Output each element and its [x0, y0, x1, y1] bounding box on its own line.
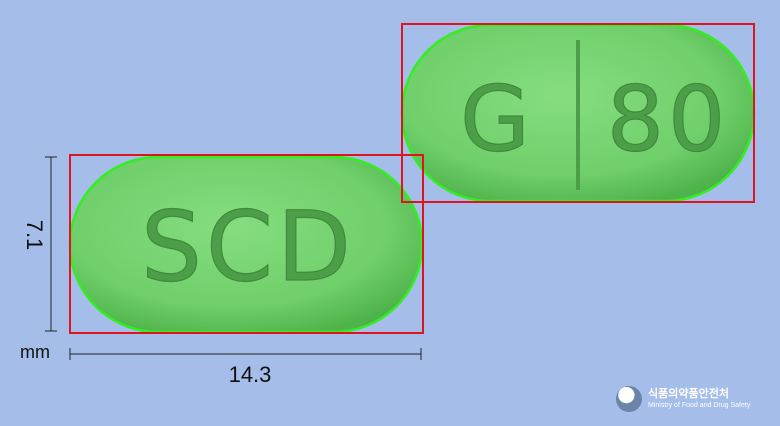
height-dimension-line [45, 156, 57, 332]
back-pill-imprint-left: G [460, 67, 534, 172]
width-dimension-line [69, 348, 422, 360]
width-dimension-label: 14.3 [228, 362, 272, 387]
logo-korean-text: 식품의약품안전처 [648, 388, 729, 400]
front-pill-bounding-box [69, 154, 424, 334]
back-pill-bounding-box [401, 23, 755, 203]
back-pill-imprint-right: 80 [607, 67, 730, 172]
unit-label: mm [20, 342, 50, 362]
logo-english-text: Ministry of Food and Drug Safety [648, 402, 751, 409]
mfds-emblem-icon [616, 386, 642, 412]
height-dimension-label: 7.1 [22, 219, 47, 251]
mfds-logo-text: 식품의약품안전처 Ministry of Food and Drug Safet… [648, 388, 750, 410]
front-pill-imprint: SCD [141, 191, 355, 303]
mfds-logo: 식품의약품안전처 Ministry of Food and Drug Safet… [616, 386, 750, 412]
